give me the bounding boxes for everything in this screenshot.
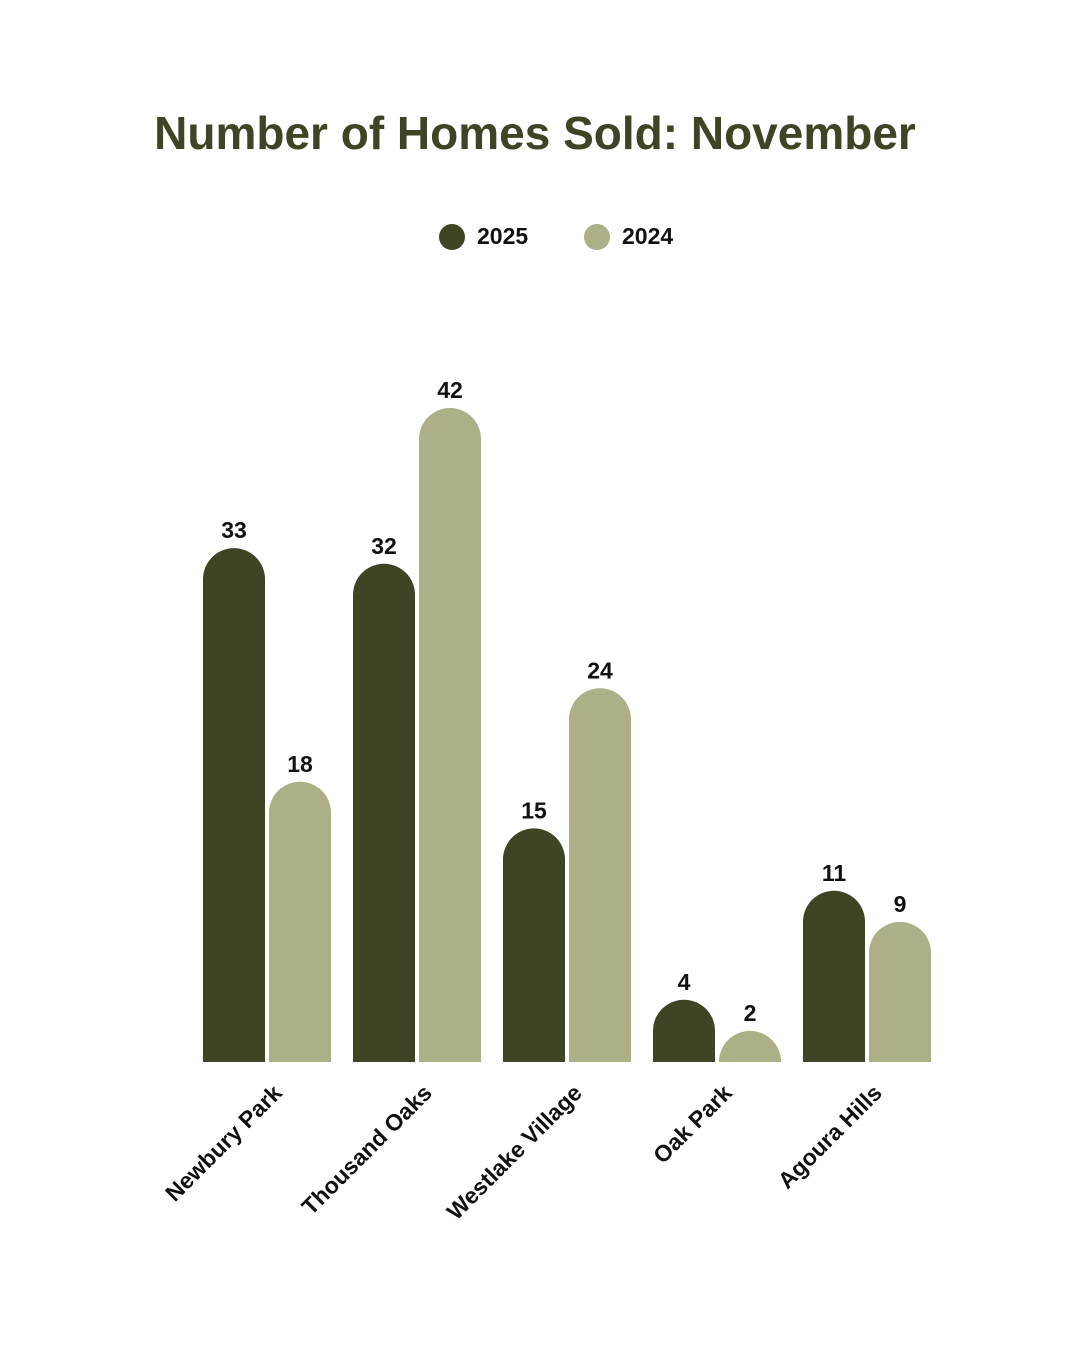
bar [653, 999, 715, 1062]
value-label: 9 [894, 891, 907, 917]
value-label: 4 [678, 969, 691, 995]
legend-swatch [439, 224, 465, 250]
bar [419, 408, 481, 1062]
bar [353, 563, 415, 1062]
legend-label: 2025 [477, 223, 528, 249]
value-label: 2 [744, 1000, 757, 1026]
value-label: 18 [287, 751, 313, 777]
value-label: 24 [587, 657, 613, 683]
value-label: 42 [437, 377, 463, 403]
bar [503, 828, 565, 1062]
value-label: 33 [221, 517, 247, 543]
value-label: 11 [822, 860, 847, 886]
legend-label: 2024 [622, 223, 673, 249]
bar [803, 890, 865, 1062]
chart-title: Number of Homes Sold: November [154, 107, 916, 159]
legend-swatch [584, 224, 610, 250]
bar [203, 548, 265, 1062]
bar [269, 781, 331, 1062]
value-label: 32 [371, 533, 397, 559]
bar [569, 688, 631, 1062]
bar [869, 921, 931, 1062]
bar [719, 1030, 781, 1062]
value-label: 15 [521, 798, 547, 824]
